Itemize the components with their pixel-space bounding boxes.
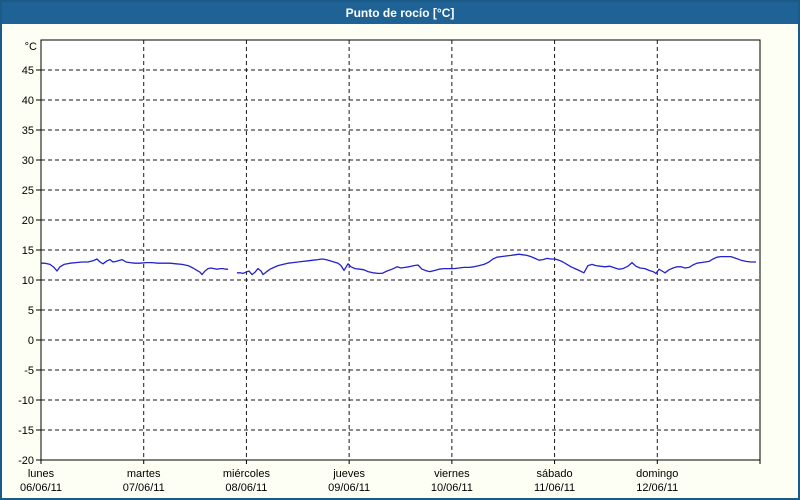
title-bar: Punto de rocío [°C] <box>2 2 798 24</box>
y-tick-label: 35 <box>22 125 34 137</box>
y-tick-label: 10 <box>22 275 34 287</box>
y-tick-label: -10 <box>18 395 34 407</box>
y-tick-label: 30 <box>22 155 34 167</box>
x-date-label: 12/06/11 <box>636 482 678 494</box>
x-date-label: 06/06/11 <box>20 482 62 494</box>
chart-title: Punto de rocío [°C] <box>345 6 455 20</box>
y-tick-label: 15 <box>22 245 34 257</box>
dewpoint-line-chart: -20 -15 -10 -5 0 5 10 15 20 25 30 35 40 45 °C lunes 06/0… <box>18 39 761 494</box>
y-tick-label: -5 <box>24 365 34 377</box>
x-date-label: 08/06/11 <box>225 482 267 494</box>
x-day-label: sábado <box>537 468 573 480</box>
y-tick-label: 45 <box>22 65 34 77</box>
y-axis-unit-label: °C <box>25 41 37 53</box>
x-day-label: domingo <box>636 468 678 480</box>
x-day-label: jueves <box>332 468 365 480</box>
x-date-label: 10/06/11 <box>431 482 473 494</box>
x-date-label: 07/06/11 <box>123 482 165 494</box>
x-date-label: 09/06/11 <box>328 482 370 494</box>
x-day-label: viernes <box>434 468 470 480</box>
x-day-label: lunes <box>28 468 55 480</box>
y-tick-label: 5 <box>28 305 34 317</box>
y-tick-label: 25 <box>22 185 34 197</box>
chart-region: -20 -15 -10 -5 0 5 10 15 20 25 30 35 40 45 °C lunes 06/0… <box>2 24 798 498</box>
x-date-label: 11/06/11 <box>534 482 575 494</box>
dewpoint-series-line <box>41 258 228 276</box>
y-tick-label: 40 <box>22 95 34 107</box>
y-tick-label: -20 <box>18 455 34 467</box>
y-tick-label: 20 <box>22 215 34 227</box>
y-tick-label: 0 <box>28 335 34 347</box>
dewpoint-series-line <box>237 253 756 276</box>
y-tick-label: -15 <box>18 425 34 437</box>
x-day-label: martes <box>127 468 161 480</box>
x-day-label: miércoles <box>223 468 271 480</box>
